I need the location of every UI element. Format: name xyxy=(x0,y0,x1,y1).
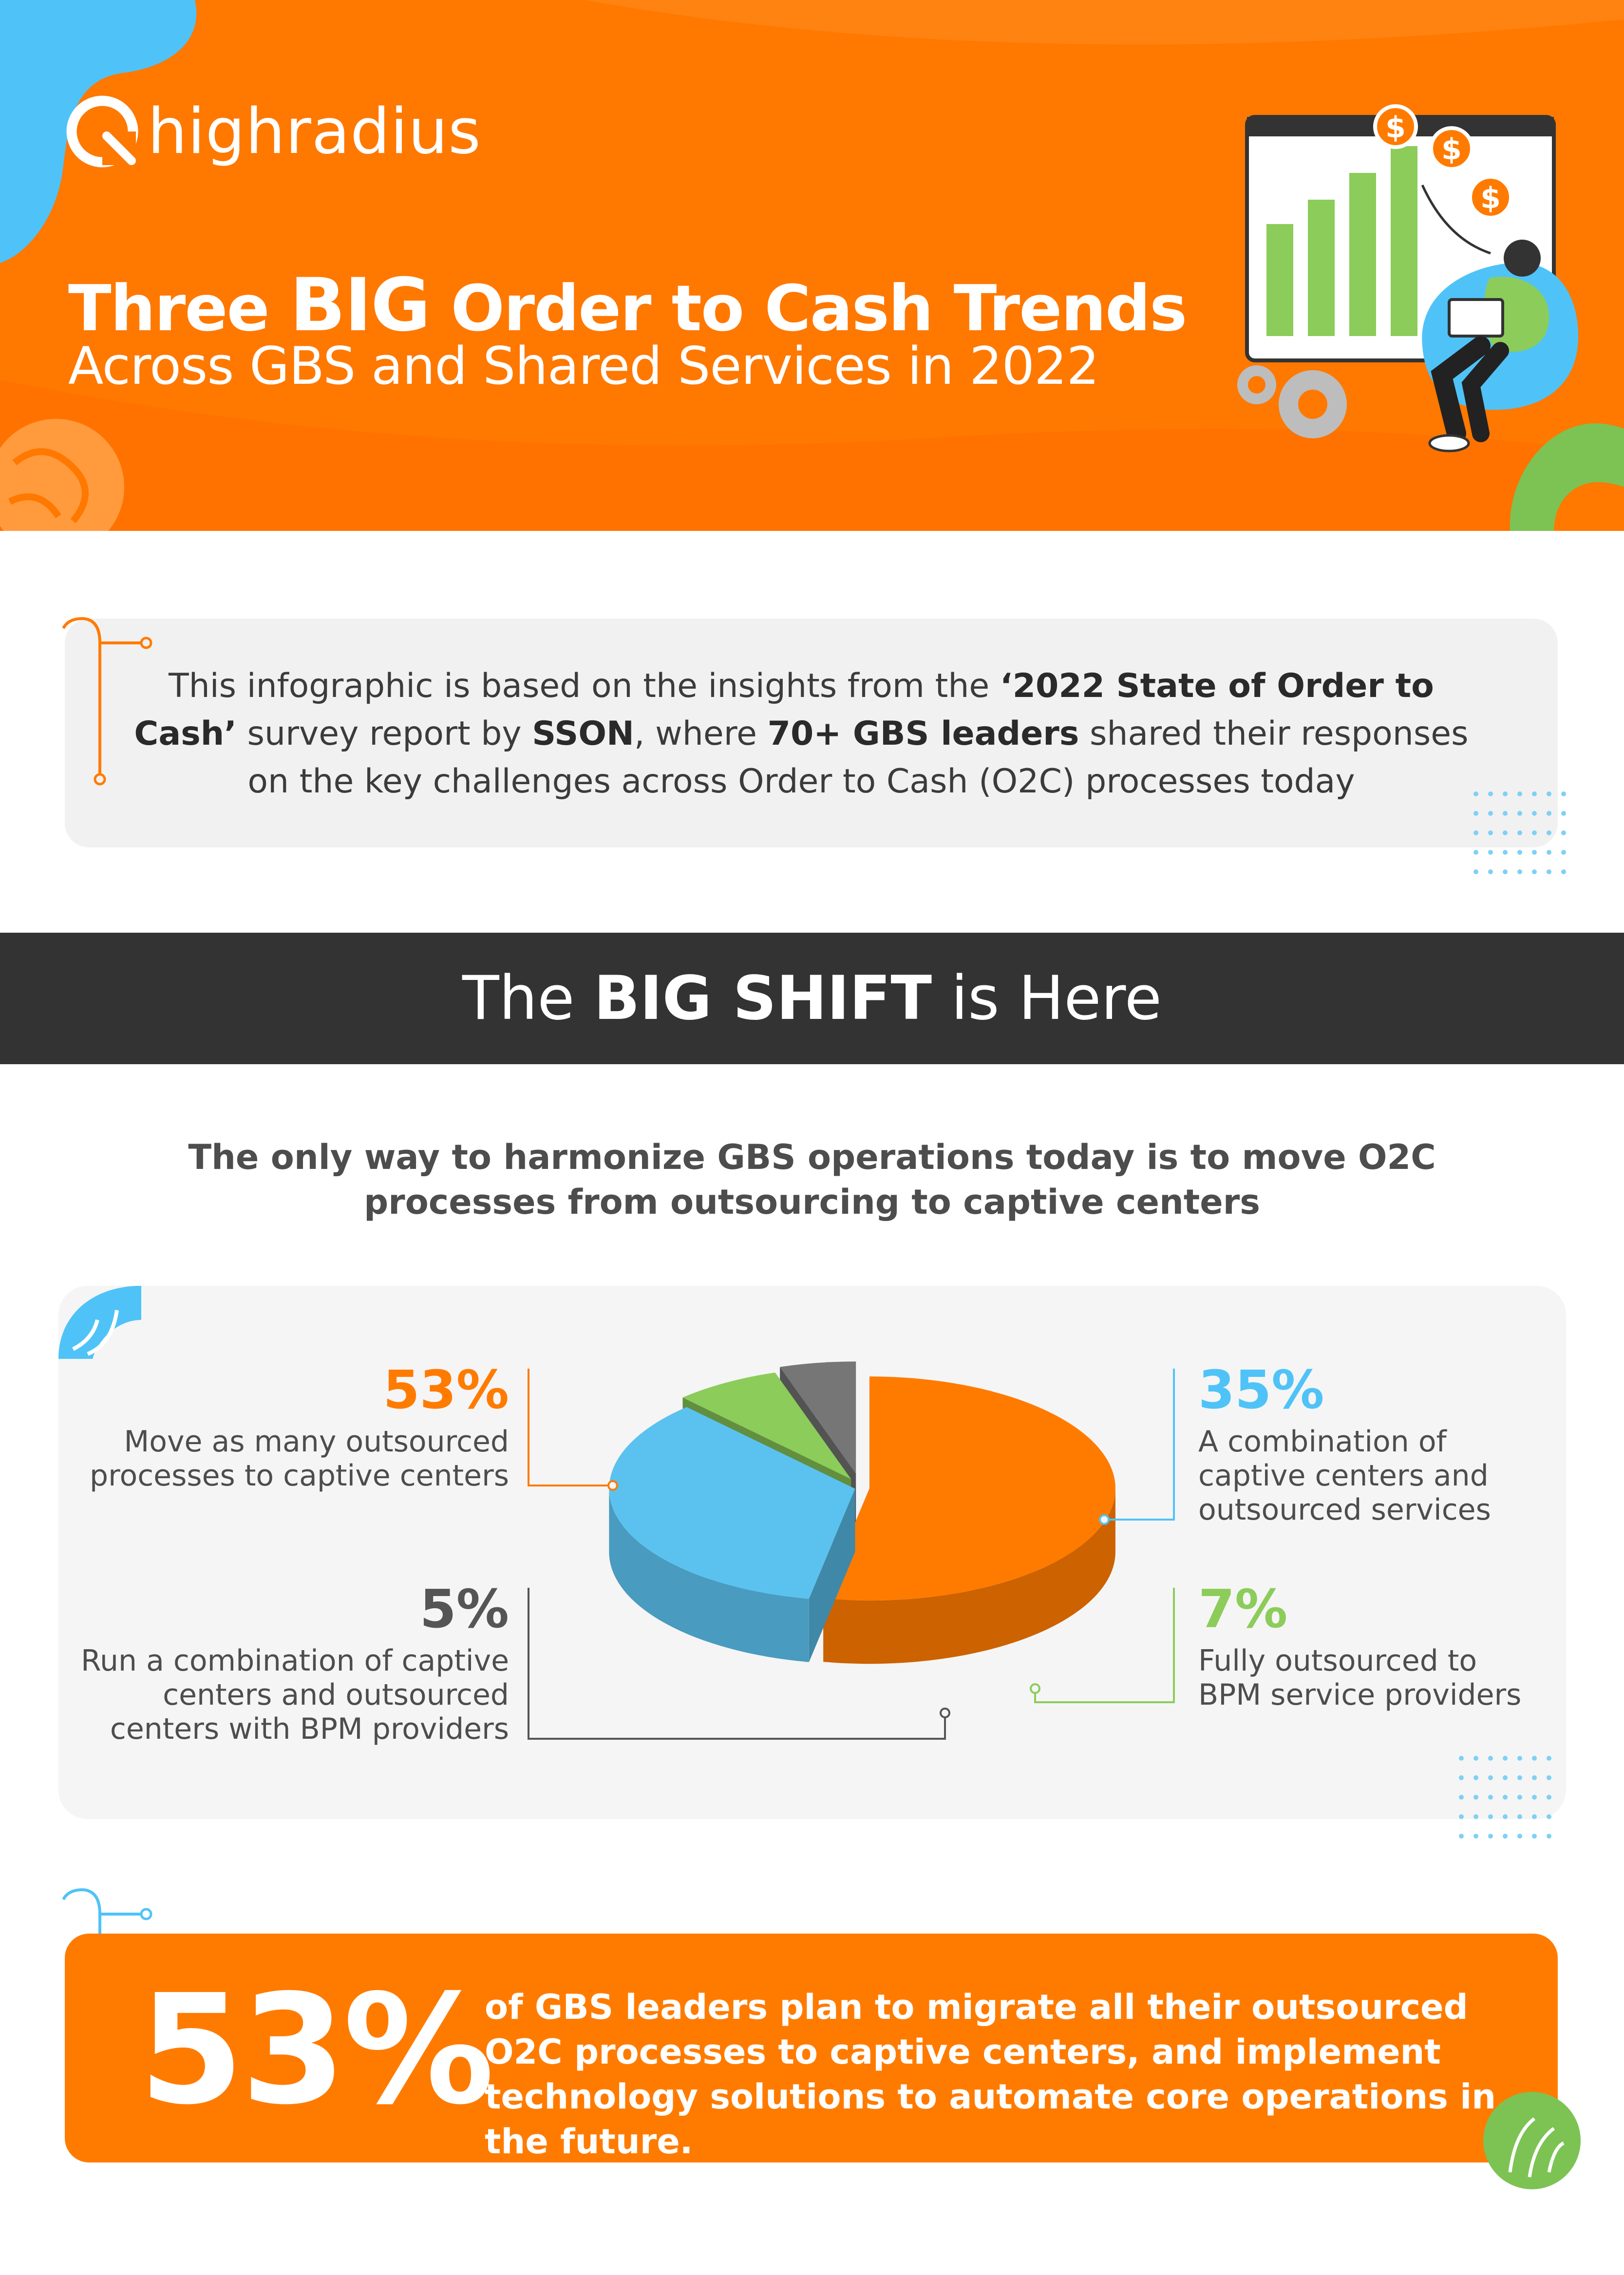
page-subtitle: Across GBS and Shared Services in 2022 xyxy=(68,336,1099,396)
pie-slice xyxy=(609,1407,855,1662)
callout-card xyxy=(65,1934,1558,2162)
leader-line-35 xyxy=(1106,1369,1175,1521)
section-subtitle: The only way to harmonize GBS operations… xyxy=(188,1137,1436,1222)
slice-label-fully-outsourced: 7% Fully outsourced to BPM service provi… xyxy=(1198,1580,1549,1712)
highradius-logo-icon xyxy=(66,95,138,168)
leader-line-7 xyxy=(1034,1588,1175,1703)
slice-label-combination: 35% A combination of captive centers and… xyxy=(1198,1361,1539,1527)
callout-percentage: 53% xyxy=(139,1962,494,2138)
slice-description: A combination of captive centers and out… xyxy=(1198,1425,1491,1527)
callout-text: of GBS leaders plan to migrate all their… xyxy=(485,1987,1496,2162)
dollar-coin-icon: $ xyxy=(1373,104,1418,149)
leader-line-5 xyxy=(528,1588,946,1740)
svg-text:$: $ xyxy=(1385,111,1406,145)
pie-slice xyxy=(823,1376,1115,1664)
section-heading: The BIG SHIFT is Here xyxy=(0,933,1624,1064)
dollar-coin-icon: $ xyxy=(1468,175,1513,220)
respondent-count: 70+ GBS leaders xyxy=(767,714,1079,753)
brand-name: highradius xyxy=(148,95,481,168)
intro-paragraph: This infographic is based on the insight… xyxy=(134,667,1469,801)
dot-grid-decoration xyxy=(1459,1756,1551,1839)
slice-description: Fully outsourced to BPM service provider… xyxy=(1198,1644,1522,1712)
gear-icon xyxy=(1279,370,1347,438)
header-banner: highradius Three BIG Order to Cash Trend… xyxy=(0,0,1624,531)
svg-text:$: $ xyxy=(1441,132,1462,167)
gear-icon xyxy=(1237,365,1276,404)
growth-chart-illustration: $ $ $ xyxy=(1237,104,1578,452)
intro-card xyxy=(65,619,1558,847)
slice-value: 35% xyxy=(1198,1360,1324,1421)
green-circle-decoration xyxy=(1483,2092,1581,2189)
slice-label-bpm-combination: 5% Run a combination of captive centers … xyxy=(68,1579,509,1747)
section-heading-emphasis: BIG SHIFT xyxy=(593,963,932,1034)
slice-description: Move as many outsourced processes to cap… xyxy=(90,1425,509,1493)
slice-value: 53% xyxy=(383,1360,509,1421)
slice-description: Run a combination of captive centers and… xyxy=(80,1644,509,1746)
report-name: ‘2022 State of Order to Cash’ xyxy=(134,667,1434,753)
source-org: SSON xyxy=(532,714,634,753)
title-emphasis: BIG xyxy=(289,263,431,348)
svg-text:$: $ xyxy=(1480,181,1501,215)
corner-blob-decoration xyxy=(58,1286,141,1359)
dollar-coin-icon: $ xyxy=(1429,126,1474,171)
brand-logo: highradius xyxy=(66,83,481,180)
pin-decoration-icon xyxy=(62,617,152,786)
slice-value: 5% xyxy=(419,1579,509,1640)
slice-value: 7% xyxy=(1198,1579,1288,1640)
slice-label-captive: 53% Move as many outsourced processes to… xyxy=(68,1361,509,1493)
page-title: Three BIG Order to Cash Trends xyxy=(68,263,1187,348)
leader-line-53 xyxy=(528,1369,611,1486)
dot-grid-decoration xyxy=(1473,791,1566,874)
